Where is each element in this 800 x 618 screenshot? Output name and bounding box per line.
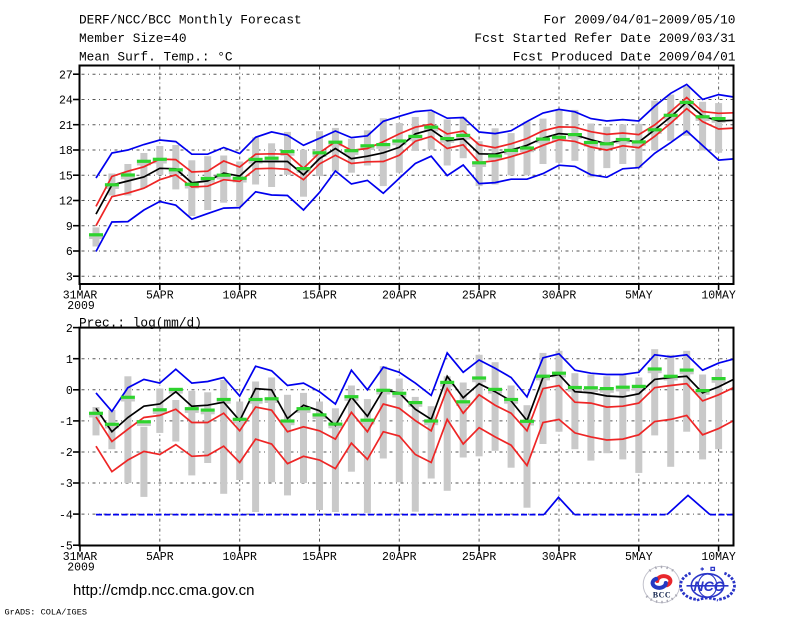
svg-text:For 2009/04/01–2009/05/10: For 2009/04/01–2009/05/10 <box>544 13 736 28</box>
svg-text:BCC: BCC <box>653 590 671 599</box>
svg-text:Member Size=40: Member Size=40 <box>79 31 187 46</box>
svg-text:10MAY: 10MAY <box>701 551 736 564</box>
svg-text:25APR: 25APR <box>462 551 497 564</box>
svg-text:27: 27 <box>59 69 73 82</box>
svg-text:24: 24 <box>59 95 73 108</box>
svg-text:Mean Surf. Temp.: °C: Mean Surf. Temp.: °C <box>79 49 233 64</box>
svg-text:5MAY: 5MAY <box>625 551 653 564</box>
svg-text:NCC: NCC <box>694 578 725 594</box>
svg-text:10MAY: 10MAY <box>701 290 736 303</box>
svg-text:GrADS: COLA/IGES: GrADS: COLA/IGES <box>5 608 88 618</box>
svg-text:12: 12 <box>59 196 73 209</box>
svg-text:5APR: 5APR <box>146 290 174 303</box>
svg-text:10APR: 10APR <box>222 551 257 564</box>
svg-text:-4: -4 <box>59 509 73 522</box>
svg-text:31MAR: 31MAR <box>63 290 98 303</box>
svg-text:2009: 2009 <box>67 562 95 575</box>
svg-text:18: 18 <box>59 145 73 158</box>
svg-text:Prec.: log(mm/d): Prec.: log(mm/d) <box>79 315 202 330</box>
svg-text:10APR: 10APR <box>222 290 257 303</box>
svg-text:15APR: 15APR <box>302 551 337 564</box>
svg-text:21: 21 <box>59 120 73 133</box>
svg-text:15APR: 15APR <box>302 290 337 303</box>
svg-text:Fcst Produced Date 2009/04/01: Fcst Produced Date 2009/04/01 <box>513 49 736 64</box>
svg-text:-1: -1 <box>59 416 73 429</box>
svg-text:25APR: 25APR <box>462 290 497 303</box>
svg-text:1: 1 <box>66 354 73 367</box>
svg-text:-2: -2 <box>59 447 73 460</box>
svg-text:6: 6 <box>66 246 73 259</box>
svg-text:-5: -5 <box>59 540 73 553</box>
svg-text:9: 9 <box>66 221 73 234</box>
svg-text:http://cmdp.ncc.cma.gov.cn: http://cmdp.ncc.cma.gov.cn <box>73 582 254 599</box>
svg-text:30APR: 30APR <box>542 551 577 564</box>
svg-text:30APR: 30APR <box>542 290 577 303</box>
svg-text:31MAR: 31MAR <box>63 551 98 564</box>
svg-text:2: 2 <box>66 323 73 336</box>
svg-text:DERF/NCC/BCC Monthly Forecast: DERF/NCC/BCC Monthly Forecast <box>79 13 302 28</box>
svg-text:-3: -3 <box>59 478 73 491</box>
svg-text:Fcst Started Refer Date 2009/0: Fcst Started Refer Date 2009/03/31 <box>474 31 735 46</box>
svg-text:3: 3 <box>66 271 73 284</box>
svg-text:20APR: 20APR <box>382 551 417 564</box>
svg-text:2009: 2009 <box>67 300 95 313</box>
svg-text:5MAY: 5MAY <box>625 290 653 303</box>
svg-text:15: 15 <box>59 170 73 183</box>
svg-text:5APR: 5APR <box>146 551 174 564</box>
svg-text:0: 0 <box>66 385 73 398</box>
svg-text:20APR: 20APR <box>382 290 417 303</box>
